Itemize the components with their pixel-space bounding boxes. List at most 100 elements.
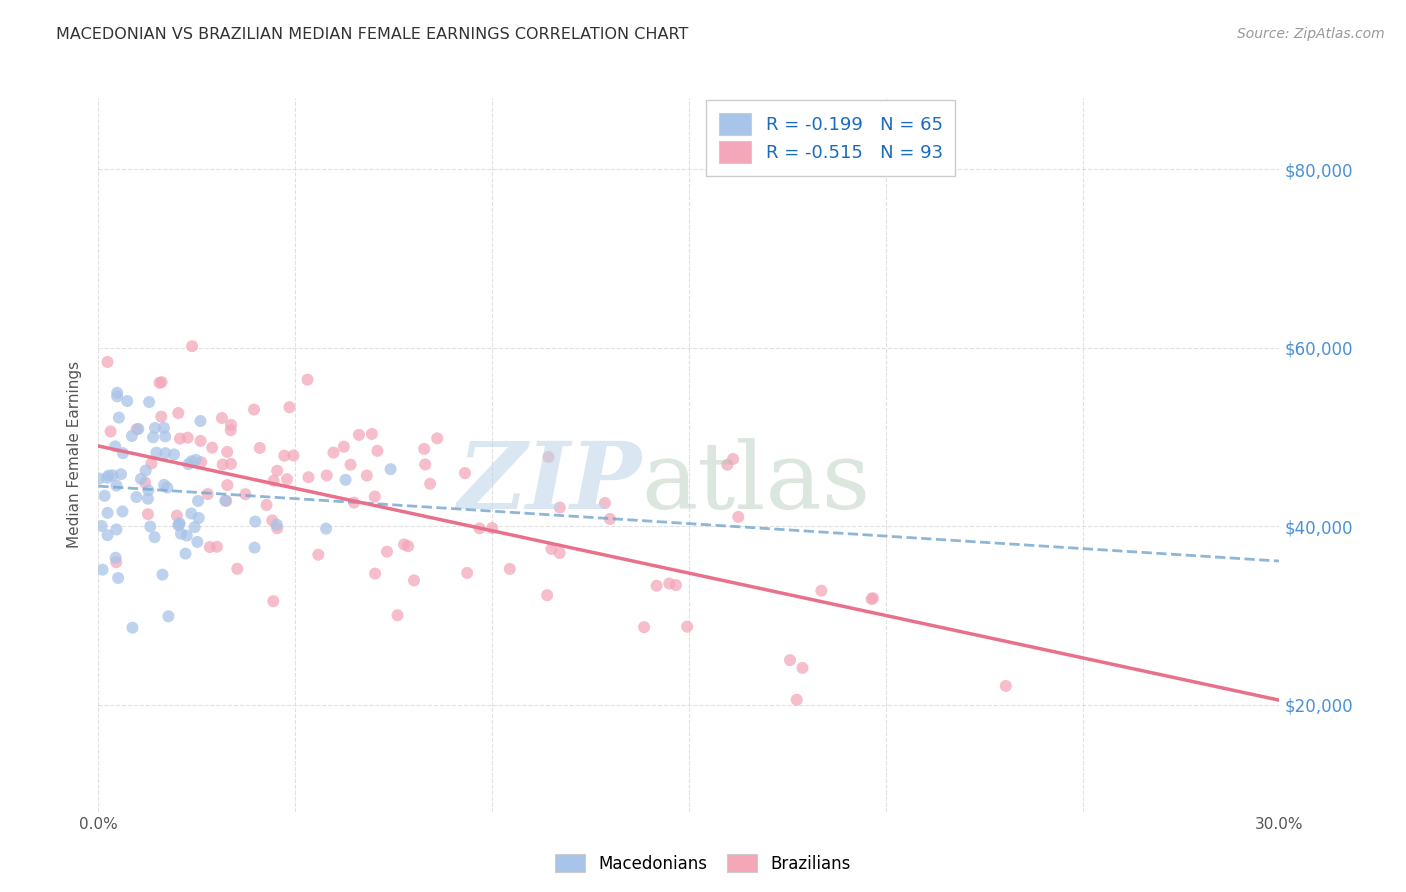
Point: [266, 464, 288, 478]
Point: [219, 457, 242, 471]
Text: atlas: atlas: [641, 439, 870, 528]
Point: [243, 541, 266, 555]
Point: [96, 355, 118, 369]
Point: [125, 422, 148, 436]
Point: [138, 395, 160, 409]
Point: [101, 468, 124, 483]
Point: [169, 432, 191, 446]
Point: [315, 522, 337, 536]
Point: [150, 375, 173, 389]
Point: [263, 474, 285, 488]
Point: [145, 445, 167, 459]
Point: [364, 490, 387, 504]
Point: [217, 478, 239, 492]
Point: [141, 457, 163, 471]
Point: [676, 620, 699, 634]
Point: [135, 464, 157, 478]
Point: [536, 588, 558, 602]
Point: [413, 442, 436, 456]
Point: [364, 566, 387, 581]
Point: [219, 423, 242, 437]
Point: [153, 429, 176, 443]
Point: [235, 487, 257, 501]
Point: [169, 516, 191, 531]
Point: [153, 421, 176, 435]
Point: [994, 679, 1017, 693]
Point: [187, 511, 209, 525]
Point: [153, 478, 176, 492]
Point: [645, 579, 668, 593]
Point: [166, 508, 188, 523]
Point: [599, 512, 621, 526]
Point: [143, 530, 166, 544]
Point: [380, 462, 402, 476]
Point: [105, 385, 128, 400]
Point: [93, 489, 115, 503]
Point: [211, 458, 233, 472]
Point: [105, 523, 128, 537]
Point: [343, 495, 366, 509]
Point: [157, 609, 180, 624]
Point: [136, 507, 159, 521]
Point: [665, 578, 688, 592]
Point: [481, 521, 503, 535]
Point: [245, 515, 267, 529]
Point: [315, 468, 337, 483]
Point: [177, 457, 200, 471]
Point: [190, 414, 212, 428]
Point: [226, 562, 249, 576]
Point: [456, 566, 478, 580]
Point: [392, 537, 415, 551]
Y-axis label: Median Female Earnings: Median Female Earnings: [67, 361, 83, 549]
Point: [181, 339, 204, 353]
Point: [180, 454, 202, 468]
Point: [249, 441, 271, 455]
Point: [96, 528, 118, 542]
Point: [163, 447, 186, 461]
Point: [454, 466, 477, 480]
Point: [167, 518, 190, 533]
Point: [276, 472, 298, 486]
Point: [413, 458, 436, 472]
Point: [198, 540, 221, 554]
Point: [297, 470, 319, 484]
Legend: R = -0.199   N = 65, R = -0.515   N = 93: R = -0.199 N = 65, R = -0.515 N = 93: [706, 100, 955, 176]
Point: [283, 449, 305, 463]
Point: [176, 528, 198, 542]
Point: [307, 548, 329, 562]
Point: [186, 535, 208, 549]
Point: [426, 431, 449, 445]
Point: [217, 445, 239, 459]
Point: [243, 402, 266, 417]
Point: [273, 449, 295, 463]
Point: [121, 429, 143, 443]
Point: [593, 496, 616, 510]
Text: Source: ZipAtlas.com: Source: ZipAtlas.com: [1237, 27, 1385, 41]
Point: [142, 430, 165, 444]
Point: [197, 487, 219, 501]
Point: [396, 539, 419, 553]
Point: [97, 468, 120, 483]
Point: [537, 450, 560, 464]
Point: [333, 440, 356, 454]
Point: [215, 494, 238, 508]
Point: [170, 526, 193, 541]
Point: [190, 434, 212, 448]
Point: [187, 494, 209, 508]
Point: [184, 452, 207, 467]
Text: MACEDONIAN VS BRAZILIAN MEDIAN FEMALE EARNINGS CORRELATION CHART: MACEDONIAN VS BRAZILIAN MEDIAN FEMALE EA…: [56, 27, 689, 42]
Point: [105, 389, 128, 403]
Point: [727, 509, 749, 524]
Point: [90, 519, 112, 533]
Point: [335, 473, 357, 487]
Point: [256, 498, 278, 512]
Point: [387, 608, 409, 623]
Point: [360, 427, 382, 442]
Point: [211, 411, 233, 425]
Point: [180, 507, 202, 521]
Point: [375, 545, 398, 559]
Point: [97, 506, 120, 520]
Point: [266, 521, 288, 535]
Point: [167, 406, 190, 420]
Point: [792, 661, 814, 675]
